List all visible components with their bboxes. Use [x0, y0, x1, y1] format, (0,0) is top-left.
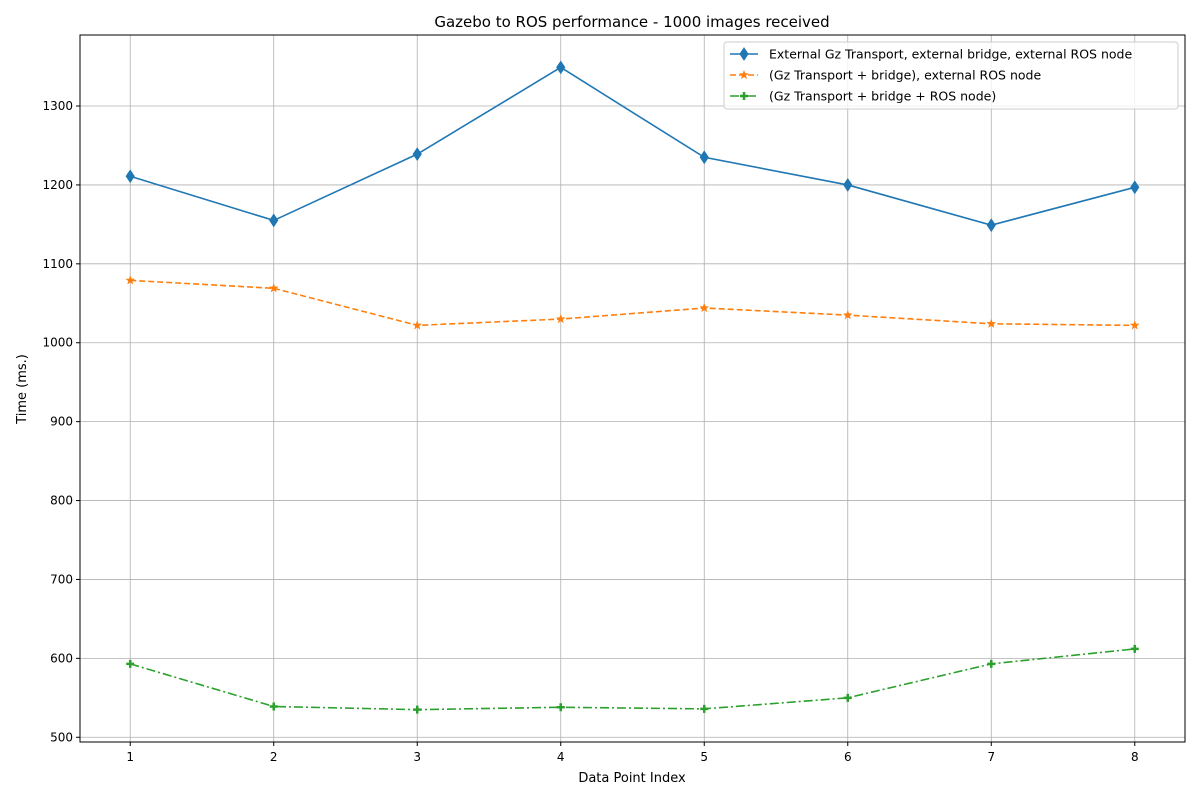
legend-box [723, 41, 1179, 110]
x-axis-label: Data Point Index [578, 771, 686, 786]
data-point [555, 313, 566, 324]
data-point [126, 659, 135, 668]
legend-marker [740, 92, 748, 100]
series-2 [125, 275, 1140, 330]
data-point [699, 302, 710, 313]
data-point [1129, 320, 1140, 330]
plot-frame [79, 34, 1186, 743]
data-point [986, 218, 996, 233]
legend-marker [738, 69, 750, 80]
data-point [269, 213, 279, 228]
x-tick-label: 5 [700, 750, 708, 764]
x-tick-label: 6 [844, 750, 852, 764]
data-point [556, 703, 565, 712]
legend-marker [739, 47, 749, 61]
y-tick-label: 800 [50, 494, 73, 508]
data-point [1130, 644, 1139, 653]
data-point [125, 275, 136, 285]
data-point [268, 283, 279, 293]
x-tick-label: 1 [126, 750, 134, 764]
series-line [130, 279, 1135, 327]
data-point [269, 702, 278, 711]
chart-title: Gazebo to ROS performance - 1000 images … [434, 13, 829, 31]
x-tick-label: 2 [270, 750, 278, 764]
data-point [556, 60, 566, 75]
data-point [986, 318, 997, 329]
y-tick-label: 500 [50, 730, 73, 744]
x-tick-label: 7 [987, 750, 995, 764]
axis-ticks: 1 2 3 4 5 6 7 8 500 600 700 800 900 1000 1100 1200 1300 [42, 99, 1138, 764]
x-tick-label: 3 [413, 750, 421, 764]
x-tick-label: 4 [557, 750, 565, 764]
y-tick-label: 1100 [42, 257, 73, 271]
data-point [413, 705, 422, 714]
data-point [842, 309, 853, 320]
y-tick-label: 600 [50, 651, 73, 665]
data-point [1130, 180, 1140, 195]
data-point [412, 320, 423, 330]
data-point [412, 147, 422, 162]
series-line [129, 66, 1135, 226]
data-point [843, 693, 852, 702]
data-point [843, 178, 853, 192]
legend-label: External Gz Transport, external bridge, … [769, 47, 1132, 62]
grid [80, 35, 1185, 742]
y-axis-label: Time (ms.) [15, 354, 30, 425]
y-tick-label: 1300 [42, 99, 73, 113]
y-tick-label: 700 [50, 572, 73, 586]
y-tick-label: 1200 [42, 178, 73, 192]
legend-label: (Gz Transport + bridge), external ROS no… [769, 68, 1041, 83]
series-group [125, 60, 1140, 714]
series-3 [126, 644, 1139, 714]
data-point [125, 169, 135, 184]
data-point [700, 704, 709, 713]
y-tick-label: 1000 [42, 336, 73, 350]
legend-label: (Gz Transport + bridge + ROS node) [769, 89, 996, 104]
y-tick-label: 900 [50, 415, 73, 429]
legend: External Gz Transport, external bridge, … [723, 41, 1179, 110]
series-line [129, 648, 1135, 711]
x-tick-label: 8 [1131, 750, 1139, 764]
data-point [699, 150, 709, 165]
series-1 [125, 60, 1140, 233]
data-point [987, 659, 996, 668]
